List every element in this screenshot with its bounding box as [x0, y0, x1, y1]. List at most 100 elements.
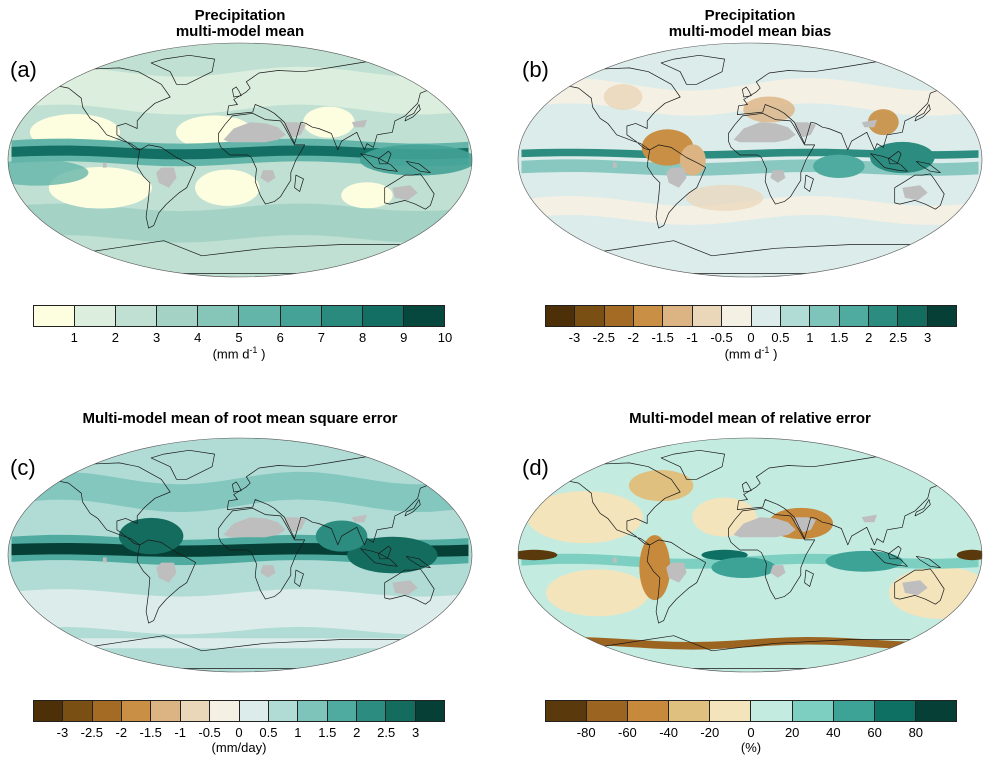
coastline-uk	[232, 481, 242, 493]
colorbar-tick-label: 3	[411, 725, 420, 740]
colorbar-tick-label: 2.5	[377, 725, 396, 740]
colorbar-cell	[915, 701, 956, 721]
colorbar-cell	[722, 306, 752, 326]
colorbar-cell	[546, 701, 588, 721]
coastline-southAmerica	[136, 144, 196, 229]
colorbar-cells	[33, 700, 445, 722]
missing-data-area	[902, 580, 928, 596]
panel-c-title: Multi-model mean of root mean square err…	[82, 410, 398, 427]
colorbar-tick-label: 3	[923, 330, 932, 345]
colorbar-tick-label: -20	[700, 725, 720, 740]
colorbar-cell	[587, 701, 629, 721]
colorbar-cell	[634, 306, 664, 326]
colorbar-cell	[157, 306, 199, 326]
coastline-eurasia	[226, 456, 469, 546]
missing-data-area	[612, 162, 617, 168]
colorbar-d: -80 -60 -40 -20 0 20 40 60 80 (%)	[545, 700, 957, 755]
coastline-northAmerica	[536, 462, 681, 546]
colorbar-tick-label: -2.5	[592, 330, 616, 345]
colorbar-tick-label: 40	[826, 725, 841, 740]
coastline-nz	[451, 203, 467, 219]
missing-data-area	[861, 119, 877, 128]
coastline-australia	[384, 173, 435, 210]
missing-data-area	[351, 119, 367, 128]
panel-c-label: (c)	[10, 455, 36, 480]
colorbar-a: 1 2 3 4 5 6 7 8 9 10 (mm d-1 )	[33, 305, 452, 362]
colorbar-cell	[280, 306, 322, 326]
colorbar-tick-label: -3	[56, 725, 69, 740]
coastline-greenland	[150, 449, 215, 480]
colorbar-cell	[833, 701, 875, 721]
map-field	[518, 438, 982, 672]
map-field	[8, 438, 472, 672]
colorbar-cell	[403, 306, 444, 326]
coastline-southAmerica	[646, 539, 706, 624]
colorbar-cell	[839, 306, 869, 326]
coastline-eurasia	[736, 456, 979, 546]
colorbar-tick-label: 20	[784, 725, 800, 740]
coastline-indonesia	[870, 153, 908, 172]
colorbar-tick-label: -3	[568, 330, 581, 345]
colorbar-unit: (mm/day)	[211, 740, 267, 755]
colorbar-cell	[34, 701, 64, 721]
panel-b-label: (b)	[522, 57, 549, 82]
coastline-northAmerica	[26, 462, 171, 546]
coastline-australia	[894, 568, 945, 605]
missing-data-area	[392, 580, 418, 596]
colorbar-cell	[575, 306, 605, 326]
colorbar-cell	[868, 306, 899, 326]
missing-data-area	[770, 565, 786, 578]
map-field	[518, 43, 982, 277]
colorbar-ticks: -80 -60 -40 -20 0 20 40 60 80	[545, 722, 957, 740]
coastline-japan	[914, 499, 931, 517]
colorbar-tick-label: 0	[235, 725, 243, 740]
colorbar-cells	[33, 305, 445, 327]
missing-data-area	[666, 562, 687, 583]
missing-data-area	[260, 565, 276, 578]
colorbar-cell	[546, 306, 576, 326]
colorbar-tick-label: 0	[747, 725, 755, 740]
map-d	[517, 437, 983, 673]
colorbar-tick-label: 7	[317, 330, 326, 345]
coastline-borneo	[378, 545, 392, 560]
coastline-greenland	[660, 449, 725, 480]
colorbar-cell	[751, 306, 781, 326]
colorbar-tick-label: 1	[294, 725, 302, 740]
coastline-nz	[451, 598, 467, 614]
missing-data-area	[902, 185, 928, 201]
missing-data-area	[351, 514, 367, 523]
coastline-uk	[742, 481, 752, 493]
coastline-eurasia	[736, 61, 979, 151]
colorbar-tick-label: -0.5	[198, 725, 221, 740]
colorbar-tick-label: -0.5	[710, 330, 733, 345]
coastline-nz	[961, 598, 977, 614]
coastline-japan	[404, 104, 421, 122]
coastline-nz	[961, 203, 977, 219]
missing-data-area	[733, 122, 796, 143]
colorbar-tick-label: -40	[659, 725, 678, 740]
colorbar-cell	[751, 701, 793, 721]
colorbar-cell	[180, 701, 211, 721]
coastline-australia	[384, 568, 435, 605]
map-field	[8, 43, 472, 277]
colorbar-tick-label: 6	[276, 330, 284, 345]
missing-data-area	[223, 122, 286, 143]
missing-data-area	[156, 167, 177, 188]
colorbar-cell	[321, 306, 363, 326]
coastline-japan	[404, 499, 421, 517]
colorbar-tick-label: -2	[115, 725, 128, 740]
colorbar-tick-label: 0	[747, 330, 755, 345]
coastline-japan	[914, 104, 931, 122]
colorbar-tick-label: -1	[686, 330, 698, 345]
missing-data-area	[102, 162, 107, 168]
colorbar-tick-label: 1.5	[318, 725, 337, 740]
coastline-eurasia	[226, 61, 469, 151]
coastline-africa	[218, 507, 306, 600]
coastline-newGuinea	[405, 555, 431, 568]
colorbar-unit: (mm d-1 )	[212, 345, 266, 362]
colorbar-cell	[239, 701, 269, 721]
missing-data-area	[260, 170, 276, 183]
missing-data-area	[223, 517, 286, 538]
colorbar-unit: (%)	[740, 740, 762, 755]
colorbar-tick-label: -2.5	[80, 725, 104, 740]
